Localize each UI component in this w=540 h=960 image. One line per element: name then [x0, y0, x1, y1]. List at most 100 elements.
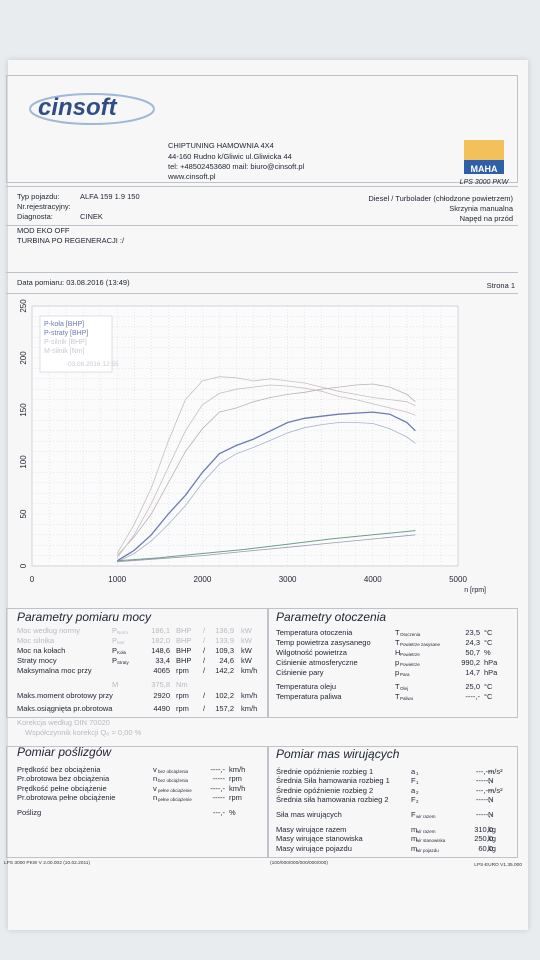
mass-row-symbol: m — [411, 844, 418, 853]
mass-row-label: Średnia siła hamowania rozbieg 2 — [276, 795, 389, 804]
dyno-model: LPS 3000 PKW — [460, 179, 510, 186]
slip-row-unit: km/h — [229, 765, 246, 774]
env-row-val: 25,0 — [465, 682, 480, 691]
params-row-u2: km/h — [241, 704, 258, 713]
maha-logo-text: MAHA — [471, 164, 498, 174]
params-row-u2: kW — [241, 636, 252, 645]
company-website: www.cinsoft.pl — [168, 172, 216, 181]
mass-row-unit: N — [488, 776, 494, 785]
footer-software-version: LPS 3000 PKW V 2.00.002 (10.02.2011) — [4, 861, 91, 866]
env-row-unit: % — [484, 648, 491, 657]
params-row-label: Moc silnika — [17, 636, 55, 645]
slip-row-symbol-sub: pełne obciążenie — [158, 788, 192, 793]
env-row-symbol-sub: Paliwo — [400, 696, 414, 701]
slip-box — [6, 746, 268, 858]
env-row-label: Temperatura otoczenia — [276, 628, 353, 637]
params-row-sep: / — [203, 656, 206, 665]
params-row-symbol-sub: Straty — [117, 660, 129, 665]
mass-row-symbol: F — [411, 810, 416, 819]
mass-row-symbol: m — [411, 825, 418, 834]
env-row-unit: °C — [484, 682, 493, 691]
x-tick-label: 1000 — [108, 575, 126, 584]
params-row-u1: BHP — [176, 636, 192, 645]
mass-row-symbol-sub: 2 — [416, 799, 419, 804]
slip-row-symbol-sub: bez obciążenia — [158, 769, 189, 774]
params-row-u2: kW — [241, 656, 252, 665]
series-line — [117, 530, 416, 562]
env-row-label: Temperatura paliwa — [276, 692, 342, 701]
slip-row-symbol-sub: bez obciążenia — [158, 778, 189, 783]
env-row-label: Wilgotność powietrza — [276, 648, 347, 657]
params-row-v2: 142,2 — [215, 666, 234, 675]
mass-row-val: 250,0 — [474, 834, 493, 843]
env-row-val: 990,2 — [461, 658, 480, 667]
mass-row-val: ---,--- — [475, 767, 493, 776]
env-row-symbol-sub: Otoczenia — [400, 632, 421, 637]
params-row-symbol: P — [112, 636, 118, 645]
env-row-symbol: T — [395, 692, 400, 701]
slip-row-symbol: v — [153, 765, 157, 774]
env-row-symbol: H — [395, 648, 401, 657]
env-row-symbol: T — [395, 638, 400, 647]
slip-row-unit: km/h — [229, 784, 246, 793]
params-row-label: Moc według normy — [17, 626, 80, 635]
measurement-info-row — [6, 272, 518, 294]
series-line — [116, 411, 416, 562]
params-row-v1: 33,4 — [155, 656, 170, 665]
x-tick-label: 4000 — [364, 575, 382, 584]
env-row-val: ----,- — [465, 692, 480, 701]
company-contact: tel: +48502453680 mail: biuro@cinsoft.pl — [168, 162, 305, 171]
mass-row-symbol: a — [411, 767, 416, 776]
slip-row-symbol: n — [153, 793, 158, 802]
mass-row-val: -----,- — [475, 776, 493, 785]
mass-row-symbol-sub: wir stanowiska — [416, 838, 446, 843]
params-row-label: Moc na kołach — [17, 646, 66, 655]
slip-row-label: Prędkość bez obciążenia — [17, 765, 101, 774]
slip-row-val: ---,- — [212, 808, 225, 817]
env-row-label: Temperatura oleju — [276, 682, 337, 691]
env-row-label: Ciśnienie pary — [276, 668, 324, 677]
mass-row-symbol-sub: 1 — [416, 780, 419, 785]
params-row-symbol: P — [112, 656, 118, 665]
mass-row-label: Masy wirujące razem — [276, 825, 347, 834]
power-params-title: Parametry pomiaru mocy — [17, 610, 152, 624]
env-params-title: Parametry otoczenia — [276, 610, 387, 624]
vehicle-type-label: Typ pojazdu: — [17, 192, 60, 201]
params-row-v1: 148,6 — [151, 646, 170, 655]
params-row-symbol: P — [112, 646, 118, 655]
params-row-label: Straty mocy — [17, 656, 57, 665]
mass-row-val: -----,- — [475, 810, 493, 819]
env-row-symbol-sub: Olej — [400, 686, 409, 691]
slip-row-label: Poślizg — [17, 808, 42, 817]
mass-row-symbol-sub: wir razem — [416, 829, 436, 834]
registration-label: Nr.rejestracyjny: — [17, 202, 71, 211]
note-line-1: MOD EKO OFF — [17, 226, 70, 235]
series-line — [116, 383, 416, 556]
power-curve-chart: 0 1000 2000 3000 4000 5000 0 50 100 150 200 250 n [r… — [19, 299, 486, 594]
measurement-date: Data pomiaru: 03.08.2016 (13:49) — [17, 278, 130, 287]
gearbox-type: Skrzynia manualna — [449, 204, 513, 213]
norm-correction-factor: Współczynnik korekcji Q₀ = 0,00 % — [25, 728, 142, 737]
params-row-sep: / — [203, 666, 206, 675]
footer-euro-version: LPS-EURO V1.35.000 — [474, 863, 522, 868]
slip-row-val: ----,- — [210, 765, 225, 774]
slip-row-unit: rpm — [229, 793, 242, 802]
params-row-u1: BHP — [176, 646, 192, 655]
x-tick-label: 0 — [30, 575, 35, 584]
mass-row-symbol: a — [411, 786, 416, 795]
params-row-label: Maksymalna moc przy — [17, 666, 92, 675]
env-row-symbol-sub: Powietrze — [400, 662, 420, 667]
engine-type: Diesel / Turbolader (chłodzone powietrze… — [368, 194, 513, 203]
mass-row-label: Średnie opóźnienie rozbieg 2 — [276, 786, 374, 795]
params-row-u1: rpm — [176, 666, 189, 675]
params-row-u1: BHP — [176, 626, 192, 635]
params-row-u2: kW — [241, 626, 252, 635]
slip-row-label: Pr.obrotowa pełne obciążenie — [17, 793, 116, 802]
mass-row-val: 60,0 — [478, 844, 493, 853]
mass-row-label: Masy wirujące pojazdu — [276, 844, 352, 853]
mass-row-symbol: m — [411, 834, 418, 843]
x-tick-label: 5000 — [449, 575, 467, 584]
env-row-unit: hPa — [484, 658, 498, 667]
legend-entry: P-silnik [BHP] — [44, 339, 87, 346]
y-tick-label: 100 — [19, 455, 28, 469]
